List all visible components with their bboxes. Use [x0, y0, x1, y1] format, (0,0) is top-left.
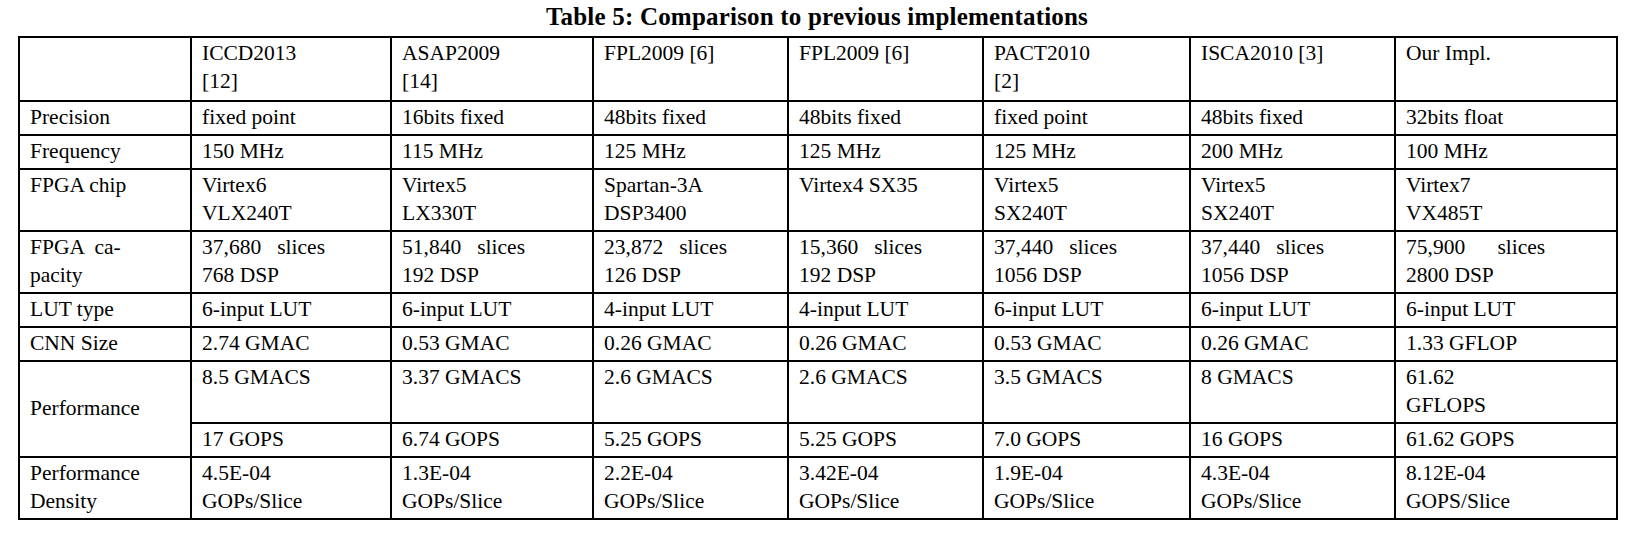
table-cell: 16 GOPS [1190, 423, 1395, 457]
table-cell: Virtex7 VX485T [1395, 169, 1617, 231]
table-cell: 3.5 GMACS [983, 361, 1190, 423]
table-cell: 1.33 GFLOP [1395, 327, 1617, 361]
table-cell: 100 MHz [1395, 135, 1617, 169]
table-cell: 6-input LUT [1395, 293, 1617, 327]
row-label: Frequency [19, 135, 191, 169]
table-cell: Virtex5 SX240T [983, 169, 1190, 231]
table-row: LUT type6-input LUT6-input LUT4-input LU… [19, 293, 1617, 327]
table-cell: 2.2E-04 GOPs/Slice [593, 457, 788, 519]
table-row: Performance Density4.5E-04 GOPs/Slice1.3… [19, 457, 1617, 519]
table-body: Precisionfixed point16bits fixed48bits f… [19, 101, 1617, 519]
row-label: CNN Size [19, 327, 191, 361]
row-label: FPGA ca- pacity [19, 231, 191, 293]
table-cell: 6-input LUT [1190, 293, 1395, 327]
table-row: 17 GOPS6.74 GOPS5.25 GOPS5.25 GOPS7.0 GO… [19, 423, 1617, 457]
table-cell: 0.26 GMAC [788, 327, 983, 361]
table-cell: 5.25 GOPS [788, 423, 983, 457]
table-cell: 32bits float [1395, 101, 1617, 135]
table-cell: fixed point [191, 101, 391, 135]
table-cell: 4-input LUT [593, 293, 788, 327]
table-cell: 6-input LUT [191, 293, 391, 327]
table-cell: 150 MHz [191, 135, 391, 169]
table-cell: 2.6 GMACS [593, 361, 788, 423]
table-cell: 48bits fixed [788, 101, 983, 135]
table-cell: 4.5E-04 GOPs/Slice [191, 457, 391, 519]
table-caption: Table 5: Comparison to previous implemen… [0, 0, 1634, 31]
row-label: Performance [19, 361, 191, 457]
table-cell: 6.74 GOPS [391, 423, 593, 457]
column-header: ICCD2013 [12] [191, 37, 391, 101]
table-cell: 6-input LUT [391, 293, 593, 327]
column-header: ISCA2010 [3] [1190, 37, 1395, 101]
table-cell: 3.37 GMACS [391, 361, 593, 423]
table-cell: Virtex6 VLX240T [191, 169, 391, 231]
table-cell: Virtex4 SX35 [788, 169, 983, 231]
table-cell: 8.5 GMACS [191, 361, 391, 423]
table-cell: 8.12E-04 GOPS/Slice [1395, 457, 1617, 519]
table-cell: 61.62 GOPS [1395, 423, 1617, 457]
row-label: Precision [19, 101, 191, 135]
table-cell: 51,840 slices 192 DSP [391, 231, 593, 293]
table-cell: 3.42E-04 GOPs/Slice [788, 457, 983, 519]
table-cell: 6-input LUT [983, 293, 1190, 327]
comparison-table: ICCD2013 [12]ASAP2009 [14]FPL2009 [6]FPL… [18, 36, 1618, 520]
column-header: ASAP2009 [14] [391, 37, 593, 101]
row-label: Performance Density [19, 457, 191, 519]
table-row: CNN Size2.74 GMAC0.53 GMAC0.26 GMAC0.26 … [19, 327, 1617, 361]
table-cell: 15,360 slices 192 DSP [788, 231, 983, 293]
table-cell: Virtex5 LX330T [391, 169, 593, 231]
table-cell: fixed point [983, 101, 1190, 135]
table-cell: 8 GMACS [1190, 361, 1395, 423]
paper-page: Table 5: Comparison to previous implemen… [0, 0, 1634, 548]
table-cell: 7.0 GOPS [983, 423, 1190, 457]
table-row: Precisionfixed point16bits fixed48bits f… [19, 101, 1617, 135]
table-cell: 1.9E-04 GOPs/Slice [983, 457, 1190, 519]
table-cell: 4.3E-04 GOPs/Slice [1190, 457, 1395, 519]
table-cell: 2.74 GMAC [191, 327, 391, 361]
corner-cell [19, 37, 191, 101]
column-header: FPL2009 [6] [788, 37, 983, 101]
table-row: Frequency150 MHz115 MHz125 MHz125 MHz125… [19, 135, 1617, 169]
row-label: FPGA chip [19, 169, 191, 231]
table-row: FPGA chipVirtex6 VLX240TVirtex5 LX330TSp… [19, 169, 1617, 231]
column-header: PACT2010 [2] [983, 37, 1190, 101]
table-cell: 5.25 GOPS [593, 423, 788, 457]
table-cell: 23,872 slices 126 DSP [593, 231, 788, 293]
table-cell: 48bits fixed [1190, 101, 1395, 135]
table-cell: 48bits fixed [593, 101, 788, 135]
table-cell: 125 MHz [788, 135, 983, 169]
table-cell: 37,440 slices 1056 DSP [1190, 231, 1395, 293]
table-cell: Virtex5 SX240T [1190, 169, 1395, 231]
table-cell: 0.26 GMAC [1190, 327, 1395, 361]
row-label: LUT type [19, 293, 191, 327]
table-cell: 125 MHz [983, 135, 1190, 169]
table-cell: 2.6 GMACS [788, 361, 983, 423]
table-cell: 0.53 GMAC [391, 327, 593, 361]
table-cell: Spartan-3A DSP3400 [593, 169, 788, 231]
column-header: Our Impl. [1395, 37, 1617, 101]
table-cell: 17 GOPS [191, 423, 391, 457]
table-cell: 0.53 GMAC [983, 327, 1190, 361]
table-cell: 4-input LUT [788, 293, 983, 327]
header-row: ICCD2013 [12]ASAP2009 [14]FPL2009 [6]FPL… [19, 37, 1617, 101]
table-header: ICCD2013 [12]ASAP2009 [14]FPL2009 [6]FPL… [19, 37, 1617, 101]
table-cell: 200 MHz [1190, 135, 1395, 169]
table-row: Performance8.5 GMACS3.37 GMACS2.6 GMACS2… [19, 361, 1617, 423]
table-cell: 125 MHz [593, 135, 788, 169]
table-cell: 61.62 GFLOPS [1395, 361, 1617, 423]
table-cell: 1.3E-04 GOPs/Slice [391, 457, 593, 519]
table-cell: 37,680 slices 768 DSP [191, 231, 391, 293]
table-cell: 16bits fixed [391, 101, 593, 135]
table-cell: 75,900 slices 2800 DSP [1395, 231, 1617, 293]
table-cell: 37,440 slices 1056 DSP [983, 231, 1190, 293]
table-cell: 115 MHz [391, 135, 593, 169]
table-row: FPGA ca- pacity37,680 slices 768 DSP51,8… [19, 231, 1617, 293]
column-header: FPL2009 [6] [593, 37, 788, 101]
table-cell: 0.26 GMAC [593, 327, 788, 361]
